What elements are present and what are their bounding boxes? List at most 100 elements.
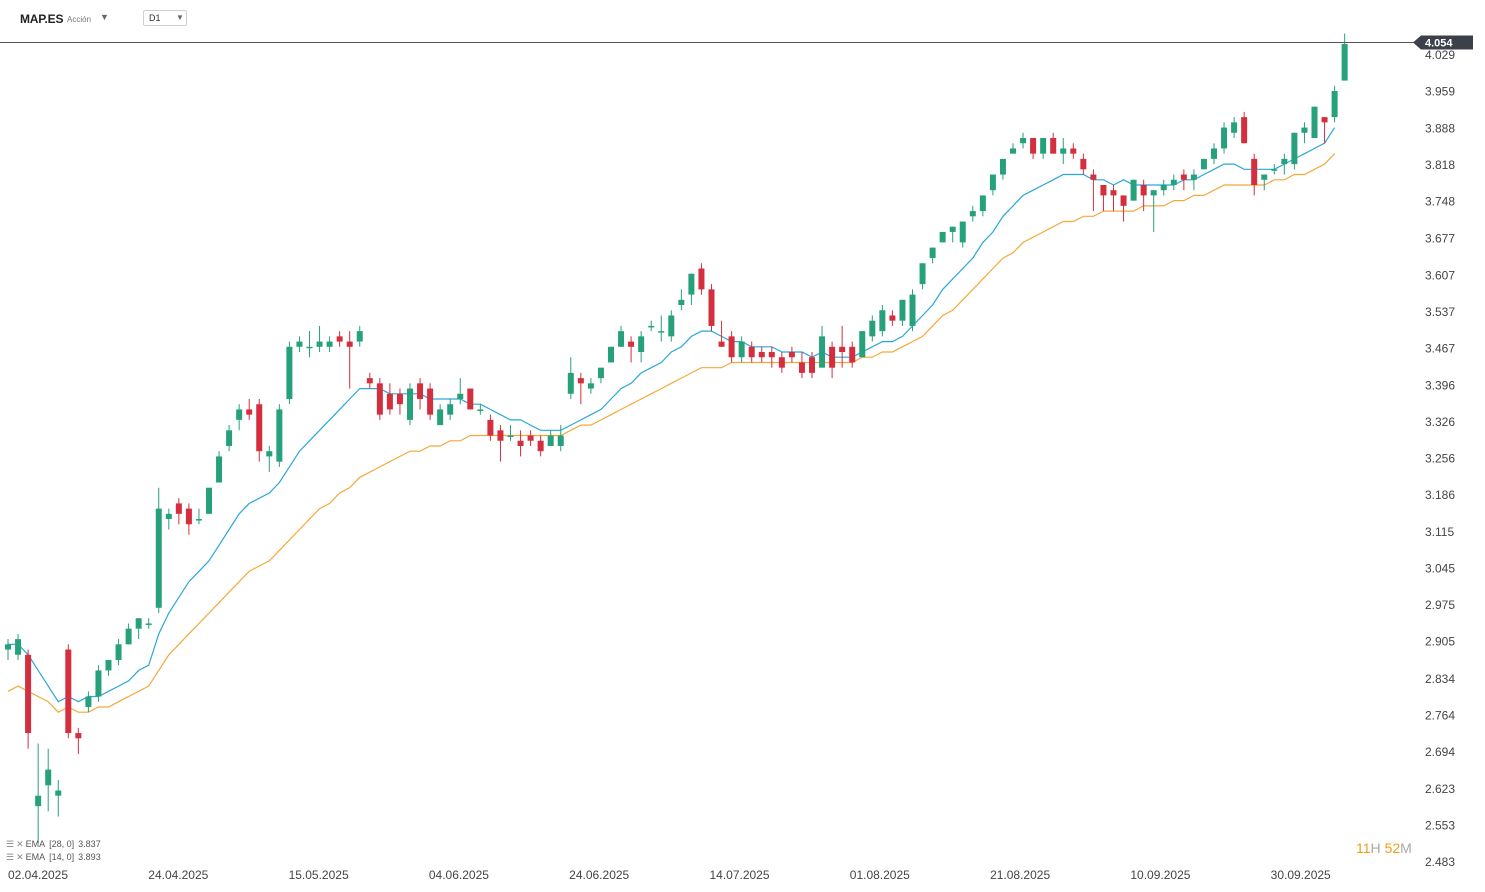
candle bbox=[1020, 132, 1027, 149]
symbol-type: Acción bbox=[67, 15, 92, 24]
countdown-hours-unit: H bbox=[1370, 840, 1381, 856]
candle bbox=[236, 404, 243, 431]
candle bbox=[145, 618, 152, 629]
candle bbox=[266, 445, 273, 473]
y-tick-label: 2.975 bbox=[1425, 598, 1455, 612]
remove-indicator-icon[interactable]: ✕ bbox=[16, 839, 24, 849]
symbol-name[interactable]: MAP.ES bbox=[20, 12, 64, 26]
current-price-label: 4.054 bbox=[1425, 38, 1453, 50]
candle bbox=[1120, 195, 1127, 222]
y-tick-label: 3.677 bbox=[1425, 232, 1455, 246]
candle bbox=[1261, 174, 1268, 191]
candle bbox=[638, 331, 645, 363]
candle bbox=[65, 644, 72, 739]
candle bbox=[587, 378, 594, 394]
y-tick-label: 2.694 bbox=[1425, 745, 1455, 759]
candle bbox=[306, 331, 313, 358]
candle bbox=[1221, 122, 1228, 154]
candle bbox=[195, 508, 202, 525]
candle bbox=[85, 691, 92, 713]
candle bbox=[497, 425, 504, 462]
candle bbox=[75, 727, 82, 754]
candle bbox=[396, 388, 403, 415]
candle bbox=[889, 310, 896, 326]
candle bbox=[296, 336, 303, 353]
candle bbox=[1110, 184, 1117, 212]
candle bbox=[115, 639, 122, 666]
candle bbox=[537, 435, 544, 457]
y-tick-label: 3.186 bbox=[1425, 488, 1455, 502]
x-tick-label: 30.09.2025 bbox=[1271, 868, 1331, 882]
candle bbox=[1090, 169, 1097, 212]
candle bbox=[1180, 169, 1187, 191]
candle bbox=[819, 325, 826, 368]
candle bbox=[175, 498, 182, 525]
candle bbox=[1291, 132, 1298, 170]
y-tick-label: 2.764 bbox=[1425, 708, 1455, 722]
candle bbox=[748, 341, 755, 363]
candle bbox=[326, 336, 333, 353]
candle bbox=[185, 503, 192, 535]
settings-icon[interactable]: ☰ bbox=[6, 852, 15, 862]
candle bbox=[698, 263, 705, 295]
candle bbox=[1281, 153, 1288, 175]
candle bbox=[829, 341, 836, 379]
candle bbox=[256, 398, 263, 462]
y-tick-label: 2.623 bbox=[1425, 782, 1455, 796]
candle bbox=[628, 336, 635, 363]
y-tick-label: 3.256 bbox=[1425, 452, 1455, 466]
candle bbox=[809, 352, 815, 379]
legend-row: ☰ ✕ EMA [14, 0] 3.893 bbox=[6, 851, 101, 864]
candle bbox=[1060, 137, 1067, 165]
candle bbox=[1100, 184, 1107, 212]
legend-row: ☰ ✕ EMA [28, 0] 3.837 bbox=[6, 838, 101, 851]
price-tag bbox=[1413, 35, 1473, 50]
candle bbox=[246, 398, 253, 420]
candle bbox=[728, 331, 735, 363]
candle bbox=[527, 430, 534, 446]
candle bbox=[688, 273, 695, 306]
candle bbox=[597, 367, 604, 384]
x-tick-label: 10.09.2025 bbox=[1130, 868, 1190, 882]
candle bbox=[1130, 179, 1137, 201]
settings-icon[interactable]: ☰ bbox=[6, 839, 15, 849]
timeframe-select[interactable]: D1 ▼ bbox=[143, 10, 187, 26]
candle bbox=[1080, 153, 1087, 175]
indicator-value: 3.893 bbox=[78, 852, 101, 862]
candle bbox=[899, 299, 906, 326]
candle bbox=[839, 325, 846, 368]
y-tick-label: 3.748 bbox=[1425, 195, 1455, 209]
candle bbox=[376, 378, 383, 420]
y-tick-label: 3.396 bbox=[1425, 378, 1455, 392]
candle bbox=[718, 320, 725, 347]
candle bbox=[738, 336, 745, 363]
candle bbox=[577, 372, 584, 405]
candle bbox=[507, 425, 514, 441]
y-axis: 4.029 3.959 3.888 3.818 3.748 3.677 3.607 3.537… bbox=[1425, 48, 1455, 869]
candle bbox=[517, 430, 524, 457]
candle bbox=[1321, 117, 1328, 144]
candle bbox=[1030, 137, 1037, 159]
candle bbox=[1271, 164, 1278, 175]
candle bbox=[1150, 190, 1157, 232]
symbol-dropdown-icon[interactable]: ▼ bbox=[100, 12, 109, 22]
candle bbox=[346, 331, 353, 389]
timeframe-label: D1 bbox=[149, 13, 161, 23]
candle bbox=[95, 665, 102, 702]
candle bbox=[447, 398, 454, 420]
y-tick-label: 3.818 bbox=[1425, 158, 1455, 172]
candle bbox=[135, 618, 142, 640]
candle bbox=[45, 748, 52, 812]
candle bbox=[949, 226, 956, 243]
y-tick-label: 2.905 bbox=[1425, 635, 1455, 649]
ema-lines bbox=[7, 127, 1336, 713]
chart-toolbar: MAP.ES Acción ▼ D1 ▼ bbox=[0, 0, 1485, 38]
candle bbox=[206, 487, 212, 514]
candle bbox=[969, 205, 976, 222]
candle bbox=[869, 315, 876, 342]
candle bbox=[1241, 111, 1248, 144]
candle bbox=[708, 284, 715, 332]
remove-indicator-icon[interactable]: ✕ bbox=[16, 852, 24, 862]
y-tick-label: 2.834 bbox=[1425, 672, 1455, 686]
